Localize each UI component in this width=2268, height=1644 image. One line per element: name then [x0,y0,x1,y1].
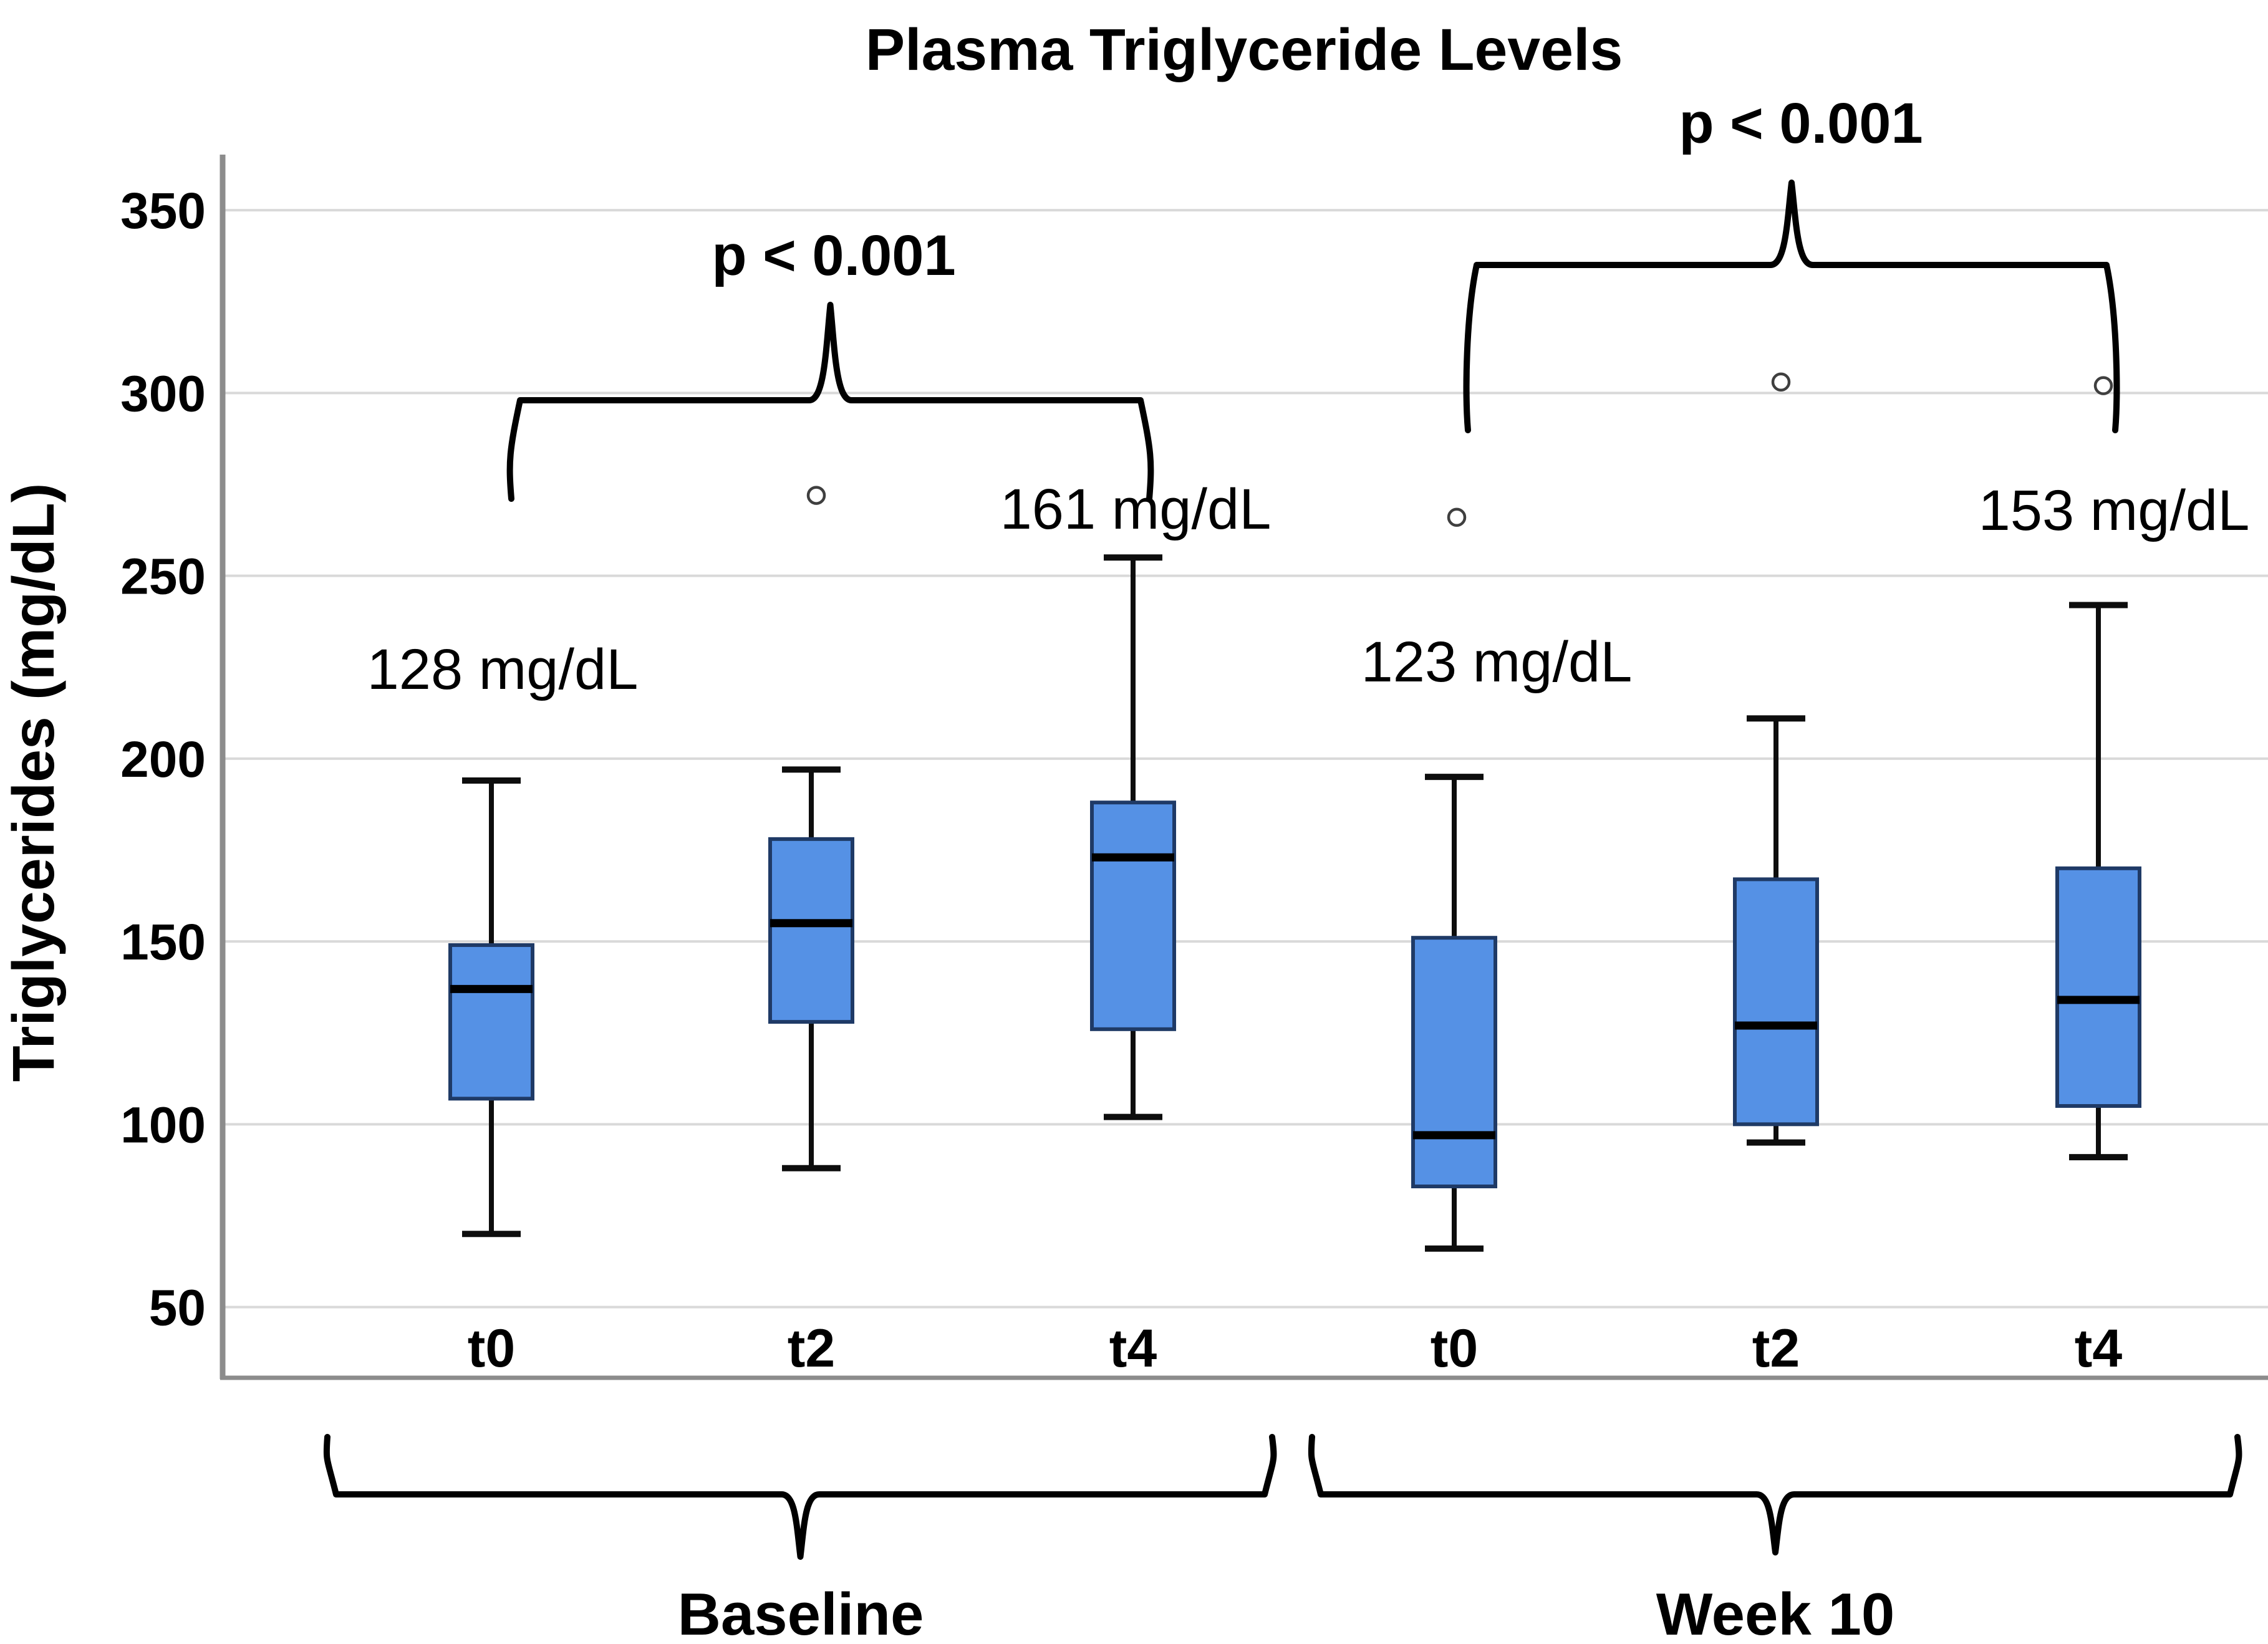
y-tick-label: 250 [120,549,206,605]
mean-label-week10-t4: 153 mg/dL [1979,479,2250,542]
box-plot-week10-t0 [1411,507,1497,1252]
y-tick-label: 100 [120,1097,206,1153]
axes-layer [220,155,2268,1380]
box-plot-baseline-t0 [448,777,534,1238]
y-tick-label: 200 [120,731,206,788]
mean-label-baseline-t0: 128 mg/dL [367,638,639,701]
iqr-box [448,943,534,1101]
box-plot-week10-t2 [1733,372,1819,1146]
iqr-box [1411,936,1497,1189]
tick-labels-layer: 350 300 250 200 150 100 50 [120,183,206,1336]
x-category-label: t4 [2075,1319,2123,1378]
mean-label-baseline-t4: 161 mg/dL [1000,478,1272,541]
iqr-box [2055,866,2141,1108]
outlier-point [1771,372,1791,392]
y-tick-label: 150 [120,914,206,971]
y-tick-label: 300 [120,365,206,422]
iqr-box [768,837,854,1024]
chart-title: Plasma Triglyceride Levels [866,17,1623,83]
mean-label-week10-t0: 123 mg/dL [1361,630,1633,694]
outlier-point [2093,376,2113,395]
y-tick-label: 50 [149,1280,206,1337]
iqr-box [1090,800,1176,1031]
iqr-box [1733,877,1819,1127]
x-category-label: t2 [1752,1319,1800,1378]
significance-brace-baseline [506,302,1154,502]
x-category-label: t0 [1431,1319,1478,1378]
box-plot-baseline-t4 [1090,554,1176,1120]
boxes-layer: t0 t2 t4 t0 t2 t4 [448,372,2141,1378]
p-value-label-week10: p < 0.001 [1679,92,1923,155]
group-brace-baseline [323,1434,1277,1560]
significance-brace-week10 [1463,180,2120,433]
outlier-point [806,486,826,505]
group-brace-week10 [1308,1434,2242,1555]
box-plot-week10-t4 [2055,376,2141,1161]
y-tick-label: 350 [120,183,206,239]
p-value-label-baseline: p < 0.001 [712,224,955,287]
y-axis-title: Triglycerides (mg/dL) [1,483,67,1082]
group-label-week10: Week 10 [1656,1581,1895,1644]
box-plot-baseline-t2 [768,486,854,1171]
gridlines-layer [221,209,2268,1309]
outlier-point [1447,507,1467,527]
x-category-label: t0 [468,1319,515,1378]
x-category-label: t2 [788,1319,835,1378]
group-label-baseline: Baseline [678,1581,924,1644]
braces-layer [323,180,2242,1560]
x-category-label: t4 [1109,1319,1157,1378]
